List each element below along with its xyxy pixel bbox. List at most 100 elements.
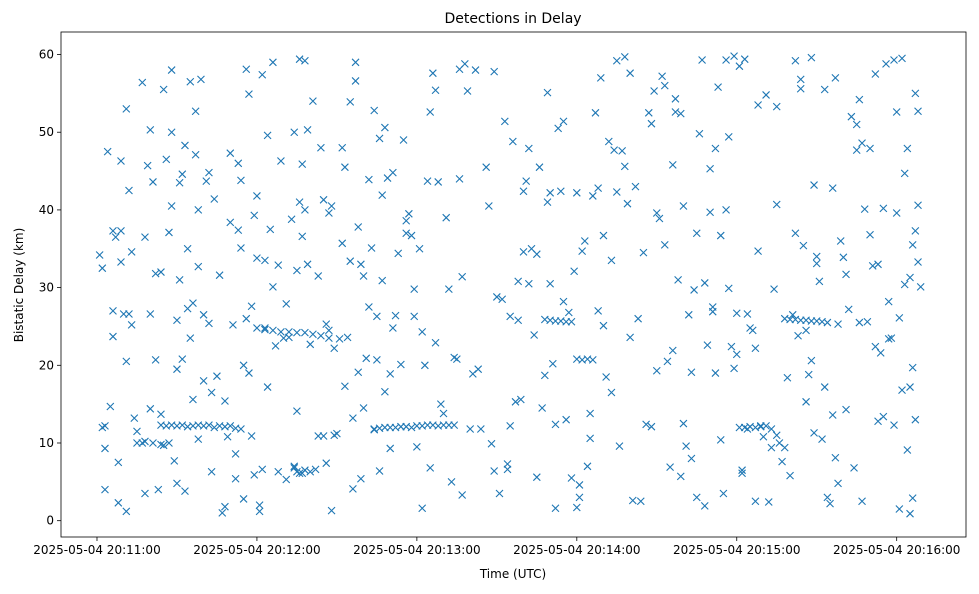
data-point (908, 363, 917, 372)
data-point (274, 467, 283, 476)
data-point (658, 72, 667, 81)
data-point (317, 331, 325, 340)
data-point (684, 310, 693, 319)
data-point (831, 73, 840, 82)
data-point (380, 387, 389, 396)
data-point (898, 54, 906, 63)
data-point (157, 410, 165, 419)
data-point (191, 150, 200, 159)
data-point (138, 78, 147, 87)
data-point (474, 365, 483, 374)
data-point (596, 73, 605, 82)
data-point (562, 415, 571, 424)
data-point (772, 431, 781, 440)
data-point (173, 365, 181, 374)
data-point (333, 429, 341, 438)
data-point (514, 277, 523, 286)
data-point (690, 286, 698, 294)
data-point (890, 421, 898, 430)
data-point (258, 465, 267, 474)
data-point (823, 318, 832, 327)
data-point (906, 383, 914, 391)
data-point (620, 52, 629, 61)
data-point (207, 467, 216, 476)
data-point (282, 475, 291, 484)
data-point (700, 502, 709, 510)
data-point (194, 262, 203, 271)
data-point (844, 305, 853, 314)
data-point (810, 181, 818, 189)
x-tick-label: 2025-05-04 20:13:00 (353, 543, 480, 557)
data-point (634, 314, 643, 323)
data-point (740, 55, 749, 64)
data-point (301, 56, 309, 65)
data-point (146, 126, 155, 134)
data-point (895, 505, 904, 513)
data-point (575, 481, 584, 489)
data-point (165, 228, 173, 237)
data-point (791, 56, 800, 65)
data-point (652, 366, 661, 375)
data-point (167, 128, 176, 137)
data-point (167, 66, 176, 74)
data-point (514, 316, 523, 325)
data-point (799, 241, 808, 250)
data-point (205, 168, 213, 177)
data-point (237, 244, 245, 252)
data-point (420, 361, 429, 370)
data-point (506, 312, 515, 321)
data-point (871, 342, 880, 351)
data-point (732, 309, 741, 318)
data-point (892, 209, 901, 217)
data-point (706, 164, 714, 173)
data-point (484, 202, 493, 210)
data-point (295, 198, 304, 207)
data-point (386, 444, 395, 453)
data-point (301, 206, 309, 214)
data-point (900, 280, 909, 289)
data-point (700, 279, 709, 287)
data-point (197, 75, 205, 84)
data-point (261, 325, 269, 334)
data-point (674, 275, 682, 284)
data-point (532, 473, 541, 482)
data-point (831, 453, 840, 462)
data-point (874, 260, 882, 269)
y-tick-label: 30 (39, 281, 54, 295)
data-point (751, 344, 760, 353)
data-point (532, 250, 541, 259)
data-point (213, 372, 221, 381)
data-point (391, 311, 400, 320)
data-point (380, 123, 389, 132)
data-point (442, 213, 451, 222)
data-point (194, 206, 203, 214)
x-axis-label: Time (UTC) (479, 567, 546, 581)
data-point (546, 279, 555, 288)
data-point (263, 383, 272, 391)
data-point (167, 202, 176, 210)
data-point (679, 419, 688, 428)
data-point (855, 95, 864, 104)
data-point (221, 397, 229, 405)
data-point (900, 169, 909, 178)
data-point (767, 443, 776, 452)
data-point (237, 425, 245, 433)
data-point (818, 435, 826, 443)
data-point (796, 84, 805, 93)
data-point (255, 501, 264, 510)
data-point (114, 458, 123, 467)
data-point (626, 69, 635, 78)
data-point (194, 435, 203, 443)
data-point (500, 117, 509, 126)
data-point (309, 97, 317, 106)
data-point (444, 285, 453, 294)
data-point (343, 333, 352, 342)
data-point (428, 69, 437, 78)
data-point (351, 58, 360, 67)
x-tick-label: 2025-05-04 20:16:00 (833, 543, 960, 557)
data-point (293, 407, 301, 416)
data-point (820, 85, 829, 94)
data-point (253, 324, 261, 332)
data-point (802, 326, 810, 335)
data-point (151, 355, 160, 364)
